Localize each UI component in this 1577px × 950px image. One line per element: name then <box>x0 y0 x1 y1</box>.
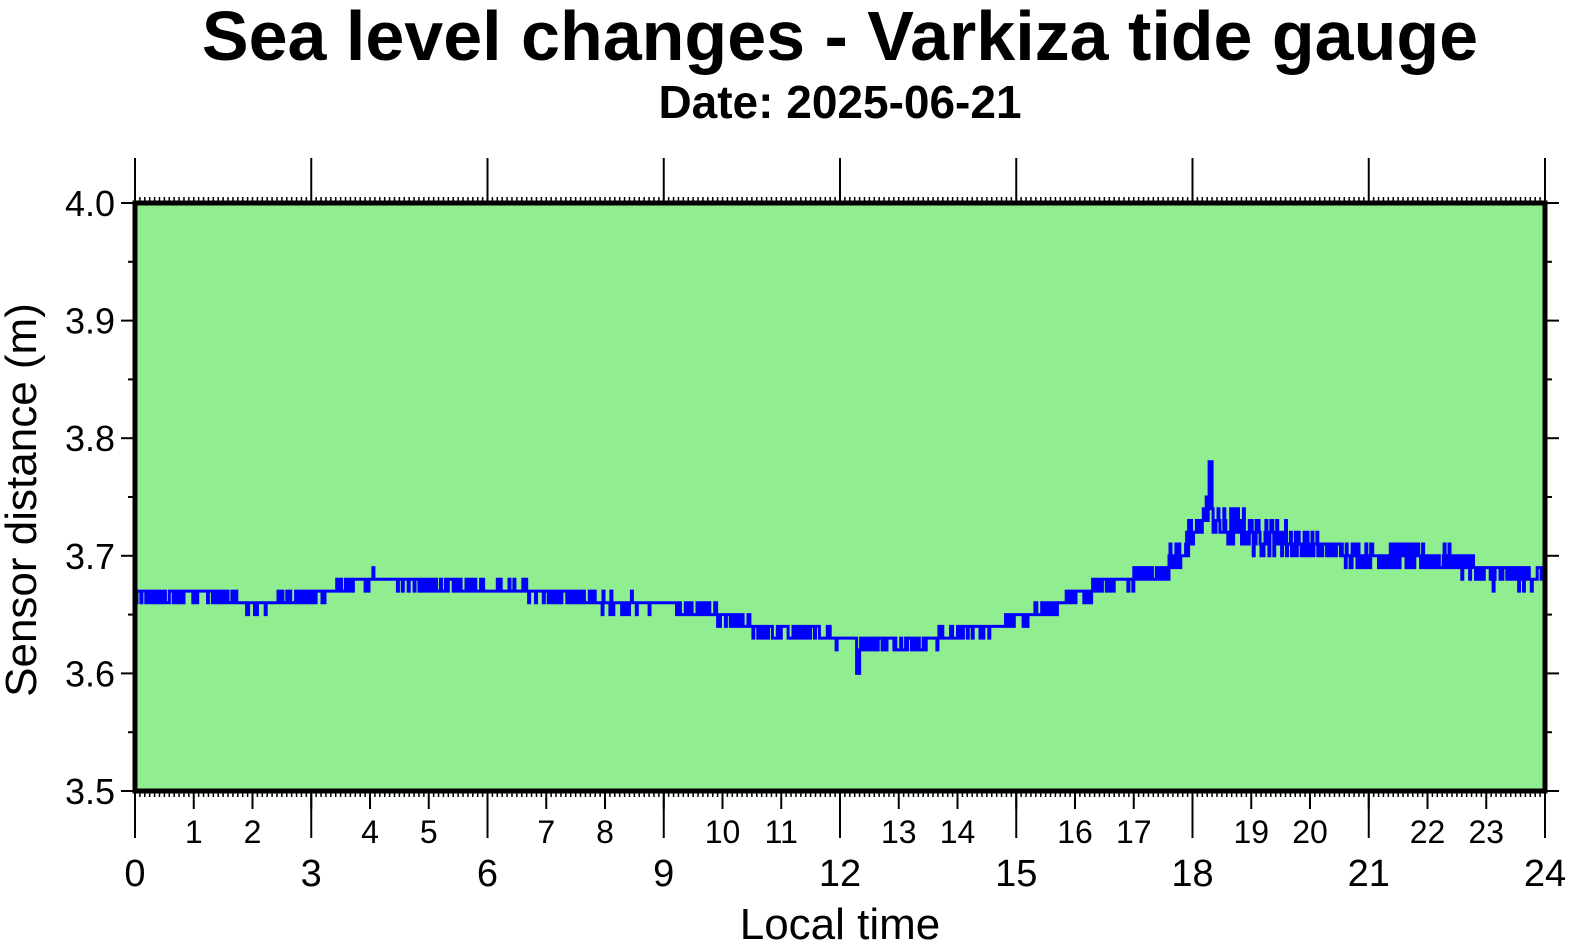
x-minor-tick-label: 11 <box>765 814 798 850</box>
y-tick-label: 3.6 <box>65 653 115 694</box>
x-minor-tick-label: 7 <box>537 814 555 850</box>
x-major-tick-label: 15 <box>995 853 1037 895</box>
x-axis-label: Local time <box>739 900 941 949</box>
x-minor-tick-label: 22 <box>1410 814 1446 850</box>
x-minor-tick-label: 8 <box>596 814 614 850</box>
x-minor-tick-label: 14 <box>940 814 976 850</box>
x-major-tick-label: 3 <box>301 853 322 895</box>
chart-subtitle: Date: 2025-06-21 <box>658 76 1022 128</box>
x-minor-tick-label: 2 <box>244 814 262 850</box>
x-minor-tick-label: 16 <box>1057 814 1093 850</box>
x-major-tick-label: 12 <box>819 853 861 895</box>
y-tick-label: 4.0 <box>65 183 115 224</box>
y-tick-label: 3.9 <box>65 301 115 342</box>
x-minor-tick-label: 17 <box>1116 814 1152 850</box>
x-minor-tick-label: 19 <box>1233 814 1269 850</box>
plot-area <box>135 203 1545 791</box>
chart-title: Sea level changes - Varkiza tide gauge <box>201 0 1479 75</box>
plot-frame <box>132 200 1548 794</box>
x-minor-tick-label: 13 <box>881 814 917 850</box>
x-major-tick-label: 9 <box>653 853 674 895</box>
x-major-tick-label: 0 <box>124 853 145 895</box>
x-major-tick-label: 21 <box>1348 853 1390 895</box>
x-minor-tick-label: 10 <box>705 814 741 850</box>
x-major-tick-label: 24 <box>1524 853 1566 895</box>
x-minor-tick-label: 4 <box>361 814 379 850</box>
y-axis-label: Sensor distance (m) <box>0 303 46 697</box>
series-line <box>134 460 1546 675</box>
x-minor-tick-label: 1 <box>185 814 203 850</box>
x-minor-tick-label: 20 <box>1292 814 1328 850</box>
tick-labels: 0 3 6 9 12 15 18 21 241 2 4 5 7 8 10 11 13 14 16 17 19 20 22 23… <box>65 183 1566 895</box>
y-tick-label: 3.8 <box>65 418 115 459</box>
x-major-tick-label: 6 <box>477 853 498 895</box>
x-minor-tick-label: 5 <box>420 814 438 850</box>
y-tick-label: 3.5 <box>65 771 115 812</box>
y-tick-label: 3.7 <box>65 536 115 577</box>
x-major-tick-label: 18 <box>1171 853 1213 895</box>
x-minor-tick-label: 23 <box>1468 814 1504 850</box>
